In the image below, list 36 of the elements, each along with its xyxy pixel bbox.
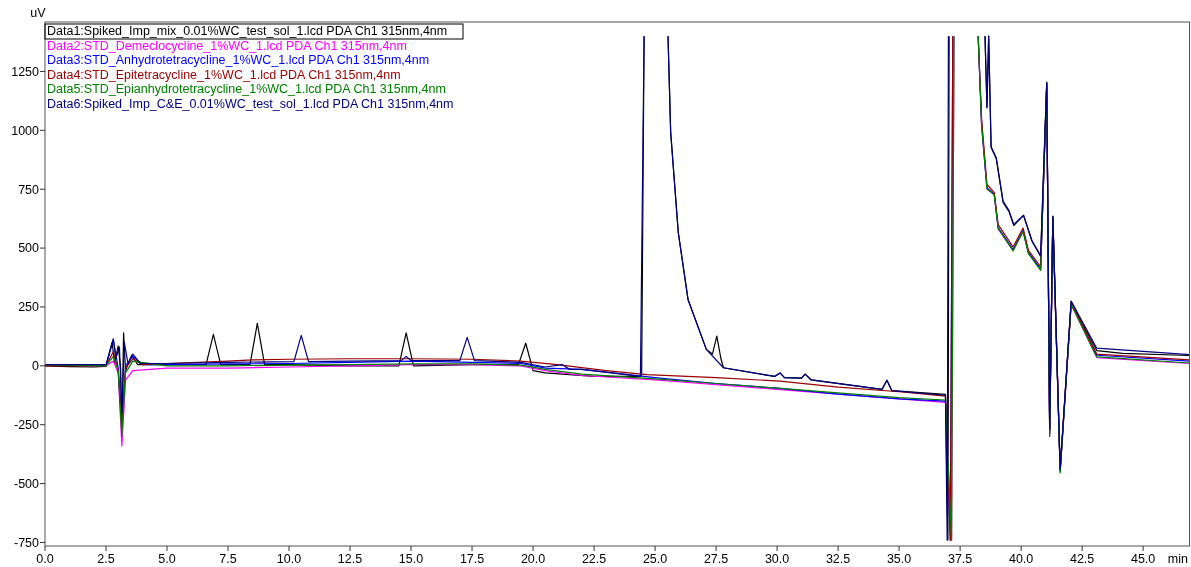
x-tick-label: 20.0 — [520, 552, 546, 566]
y-tick-label: -500 — [13, 476, 40, 491]
x-tick-label: 27.5 — [703, 552, 729, 566]
text: Data4:STD_Epitetracycline_1%WC_1.lcd PDA Ch1 315nm,4nm — [47, 67, 401, 82]
y-tick-label: 250 — [18, 300, 40, 315]
y-tick-label: -250 — [13, 418, 40, 433]
x-tick-label: 22.5 — [581, 552, 607, 566]
x-tick-label: 40.0 — [1008, 552, 1034, 566]
y-axis-title: uV — [30, 6, 47, 20]
x-tick-label: 10.0 — [276, 552, 302, 566]
x-tick-label: 5.0 — [158, 552, 176, 566]
x-tick-label: 32.5 — [825, 552, 851, 566]
text: Data2:STD_Demeclocycline_1%WC_1.lcd PDA Ch1 315nm,4nm — [47, 38, 407, 53]
y-tick-label: 0 — [32, 359, 40, 374]
y-tick-label: 1250 — [11, 64, 40, 79]
y-tick-label: 500 — [18, 241, 40, 256]
x-tick-label: 30.0 — [764, 552, 790, 566]
x-tick-label: 35.0 — [886, 552, 912, 566]
x-tick-label: 37.5 — [947, 552, 973, 566]
x-axis-title: min — [1167, 552, 1189, 566]
text: Data6:Spiked_Imp_C&E_0.01%WC_test_sol_1.lcd PDA Ch1 315nm,4nm — [47, 96, 454, 111]
text: Data1:Spiked_Imp_mix_0.01%WC_test_sol_1.lcd PDA Ch1 315nm,4nm — [47, 24, 448, 38]
y-tick-label: 750 — [18, 182, 40, 197]
x-tick-label: 0.0 — [36, 552, 54, 566]
y-tick-label: -750 — [13, 535, 40, 550]
x-tick-label: 25.0 — [642, 552, 668, 566]
x-tick-label: 17.5 — [459, 552, 485, 566]
text: Data3:STD_Anhydrotetracycline_1%WC_1.lcd PDA Ch1 315nm,4nm — [47, 53, 430, 67]
x-tick-label: 12.5 — [337, 552, 363, 566]
y-tick-label: 1000 — [11, 123, 40, 138]
x-tick-label: 42.5 — [1069, 552, 1095, 566]
x-tick-label: 15.0 — [398, 552, 424, 566]
x-tick-label: 45.0 — [1130, 552, 1156, 566]
text: Data5:STD_Epianhydrotetracycline_1%WC_1.lcd PDA Ch1 315nm,4nm — [47, 82, 446, 96]
x-tick-label: 2.5 — [97, 552, 115, 566]
x-tick-label: 7.5 — [219, 552, 237, 566]
